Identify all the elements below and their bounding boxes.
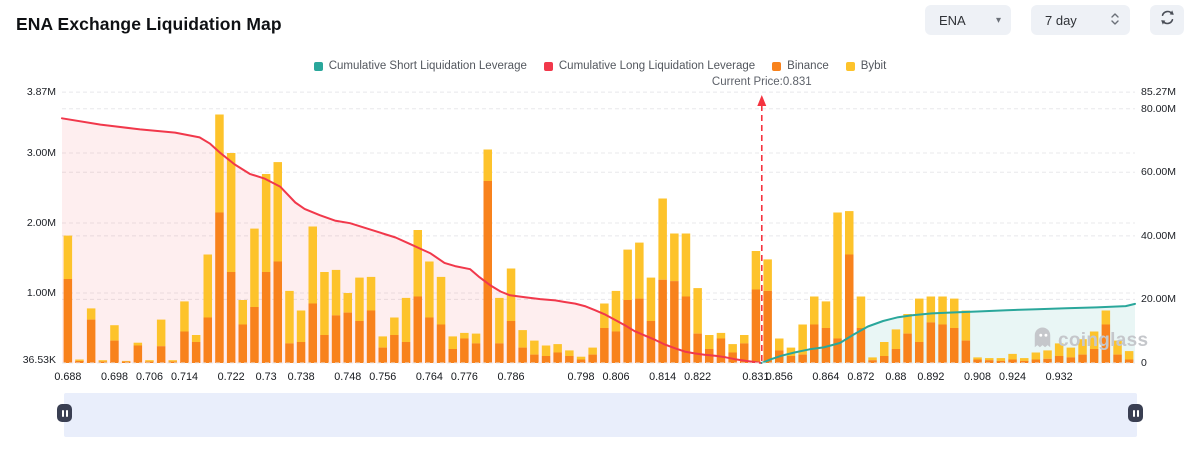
axis-tick-label: 0.786: [497, 371, 525, 383]
symbol-select-value: ENA: [939, 12, 966, 28]
axis-tick-label: 2.00M: [26, 217, 56, 229]
axis-tick-label: 3.87M: [26, 86, 56, 99]
period-select-value: 7 day: [1045, 12, 1077, 28]
axis-tick-label: 0.908: [964, 371, 992, 383]
axis-tick-label: 0.814: [649, 371, 677, 383]
legend-label: Binance: [787, 60, 829, 72]
range-slider-right-handle[interactable]: [1128, 404, 1143, 422]
axis-tick-label: 36.53K: [22, 354, 56, 367]
axis-tick-label: 0.688: [54, 371, 82, 383]
axis-tick-label: 0.722: [217, 371, 245, 383]
refresh-icon: [1158, 8, 1177, 32]
period-select[interactable]: 7 day: [1031, 5, 1130, 35]
watermark-text: coinglass: [1058, 329, 1149, 351]
axis-tick-label: 0.822: [684, 371, 712, 383]
axis-tick-label: 0.698: [100, 371, 128, 383]
legend-item-long[interactable]: Cumulative Long Liquidation Leverage: [543, 60, 756, 72]
current-price-label: Current Price:0.831: [711, 76, 812, 88]
axis-tick-label: 60.00M: [1141, 166, 1177, 179]
axis-tick-label: 0.856: [765, 371, 793, 383]
bybit-swatch-icon: [845, 61, 855, 71]
symbol-select[interactable]: ENA ▾: [925, 5, 1011, 35]
page-title: ENA Exchange Liquidation Map: [16, 14, 282, 34]
watermark: coinglass: [1032, 326, 1148, 355]
axis-tick-label: 0.798: [567, 371, 595, 383]
legend-item-binance[interactable]: Binance: [772, 60, 829, 72]
long-leverage-swatch-icon: [543, 61, 553, 71]
axis-tick-label: 0.748: [334, 371, 362, 383]
chart-controls: ENA ▾ 7 day: [925, 5, 1184, 35]
axis-tick-label: 1.00M: [26, 287, 56, 299]
axis-tick-label: 0.924: [999, 371, 1027, 383]
legend-label: Cumulative Long Liquidation Leverage: [558, 60, 756, 72]
axis-tick-label: 0.738: [287, 371, 315, 383]
axis-tick-label: 0.73: [255, 371, 277, 383]
axis-tick-label: 3.00M: [26, 147, 56, 159]
pause-icon: [1132, 409, 1135, 417]
pause-icon: [61, 409, 64, 417]
axis-tick-label: 0.872: [847, 371, 875, 383]
axis-tick-label: 40.00M: [1141, 229, 1177, 242]
axis-tick-label: 0.764: [415, 371, 443, 383]
axis-tick-label: 0.892: [917, 371, 945, 383]
pause-icon: [65, 409, 68, 417]
axis-tick-label: 0.756: [369, 371, 397, 383]
axis-tick-label: 0.706: [135, 371, 163, 383]
chevron-down-icon: ▾: [995, 14, 1001, 26]
legend-item-short[interactable]: Cumulative Short Liquidation Leverage: [313, 60, 527, 72]
binance-swatch-icon: [772, 61, 782, 71]
axis-tick-label: 80.00M: [1141, 102, 1177, 115]
axis-tick-label: 0.831: [742, 371, 770, 383]
axis-tick-label: 0.806: [602, 371, 630, 383]
axis-tick-label: 0.864: [812, 371, 840, 383]
legend-label: Bybit: [860, 60, 887, 72]
axis-tick-label: 0.932: [1045, 371, 1073, 383]
pause-icon: [1136, 409, 1139, 417]
axis-tick-label: 0.714: [170, 371, 198, 383]
axis-tick-label: 20.00M: [1141, 293, 1177, 306]
ghost-logo-icon: [1032, 326, 1053, 355]
stepper-updown-icon: [1110, 11, 1120, 30]
axis-tick-label: 85.27M: [1141, 86, 1177, 98]
legend-label: Cumulative Short Liquidation Leverage: [328, 60, 527, 72]
refresh-button[interactable]: [1150, 5, 1184, 35]
axis-tick-label: 0.88: [885, 371, 907, 383]
range-slider-track[interactable]: [64, 393, 1137, 437]
range-slider-left-handle[interactable]: [57, 404, 72, 422]
axis-tick-label: 0.776: [450, 371, 478, 383]
axis-tick-label: 0: [1141, 357, 1147, 369]
short-leverage-swatch-icon: [313, 61, 323, 71]
chart-legend: Cumulative Short Liquidation Leverage Cu…: [0, 60, 1200, 72]
legend-item-bybit[interactable]: Bybit: [845, 60, 887, 72]
